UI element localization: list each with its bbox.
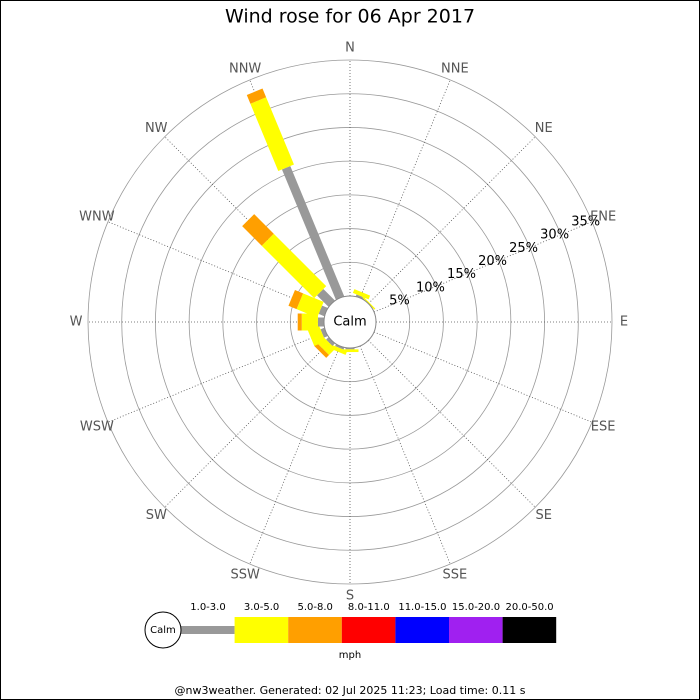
spoke: [107, 221, 327, 313]
r-tick-label: 15%: [447, 267, 476, 282]
legend-label: 20.0-50.0: [506, 602, 554, 613]
spoke: [368, 340, 536, 508]
bar-segment: [296, 293, 324, 318]
grid-ring: [188, 160, 512, 484]
bar-segment: [326, 337, 335, 346]
bar-segment: [307, 325, 326, 346]
grid-ring: [121, 93, 579, 551]
direction-label: ENE: [590, 210, 616, 225]
bar-segment: [242, 214, 274, 246]
bar-segment: [250, 97, 294, 172]
legend-label: 8.0-11.0: [348, 602, 390, 613]
bar-segment: [335, 344, 345, 350]
legend-label: 1.0-3.0: [190, 602, 225, 613]
r-tick-label: 5%: [389, 294, 410, 309]
legend-swatch: [181, 626, 235, 634]
bar-segment: [261, 233, 327, 299]
legend-swatch: [449, 617, 503, 643]
spoke: [359, 345, 451, 565]
bar-segment: [316, 288, 335, 307]
direction-label: SSE: [442, 568, 467, 583]
bar-segment: [317, 317, 324, 327]
legend-swatch: [341, 617, 396, 643]
bar-segment: [246, 88, 267, 104]
bar-segment: [320, 327, 328, 338]
direction-label: N: [345, 41, 355, 56]
legend-swatch: [395, 617, 449, 643]
grid-ring: [256, 228, 444, 416]
direction-label: S: [346, 589, 354, 604]
bar-segment: [288, 290, 304, 310]
direction-label: ESE: [591, 419, 616, 434]
legend-label: 5.0-8.0: [297, 602, 332, 613]
direction-label: W: [70, 315, 83, 330]
legend-swatch: [502, 617, 557, 643]
legend-swatch: [288, 617, 342, 643]
spoke: [373, 221, 593, 313]
direction-label: NW: [145, 121, 168, 136]
spoke: [164, 340, 332, 508]
legend-calm-label: Calm: [150, 625, 176, 636]
r-tick-label: 20%: [478, 254, 507, 269]
direction-label: NNW: [229, 61, 261, 76]
direction-label: WNW: [79, 210, 115, 225]
bar-segment: [297, 313, 302, 331]
bar-segment: [329, 344, 348, 355]
direction-label: WSW: [80, 419, 114, 434]
bar-segment: [355, 294, 365, 300]
spoke: [368, 136, 536, 304]
direction-label: SW: [146, 508, 167, 523]
calm-label: Calm: [333, 315, 366, 330]
bar-segment: [314, 342, 330, 358]
bar-segment: [318, 305, 328, 317]
legend-label: 11.0-15.0: [398, 602, 446, 613]
bar-segment: [345, 348, 355, 350]
bar-segment: [362, 296, 376, 310]
legend-label: 3.0-5.0: [244, 602, 279, 613]
direction-label: NE: [535, 121, 553, 136]
direction-label: SSW: [230, 568, 260, 583]
grid-ring: [87, 59, 613, 585]
legend-label: 15.0-20.0: [452, 602, 500, 613]
spoke: [373, 331, 593, 423]
r-tick-label: 25%: [509, 241, 538, 256]
legend-swatch: [234, 617, 289, 643]
unit-label: mph: [339, 650, 361, 661]
grid-ring: [222, 194, 478, 450]
direction-label: E: [620, 315, 628, 330]
spoke: [107, 331, 327, 423]
spoke: [249, 345, 341, 565]
r-tick-label: 30%: [540, 228, 569, 243]
spoke: [359, 79, 451, 299]
calm-circle: [323, 295, 377, 349]
r-tick-label: 10%: [416, 280, 445, 295]
direction-label: SE: [536, 508, 552, 523]
direction-label: NNE: [441, 61, 469, 76]
r-tick-label: 35%: [571, 214, 600, 229]
bar-segment: [352, 289, 371, 300]
bar-segment: [281, 166, 345, 300]
chart-title: Wind rose for 06 Apr 2017: [225, 6, 475, 28]
bar-segment: [301, 313, 318, 331]
footer: @nw3weather. Generated: 02 Jul 2025 11:2…: [175, 684, 526, 697]
bar-segment: [341, 349, 359, 353]
legend-calm: [144, 611, 182, 649]
